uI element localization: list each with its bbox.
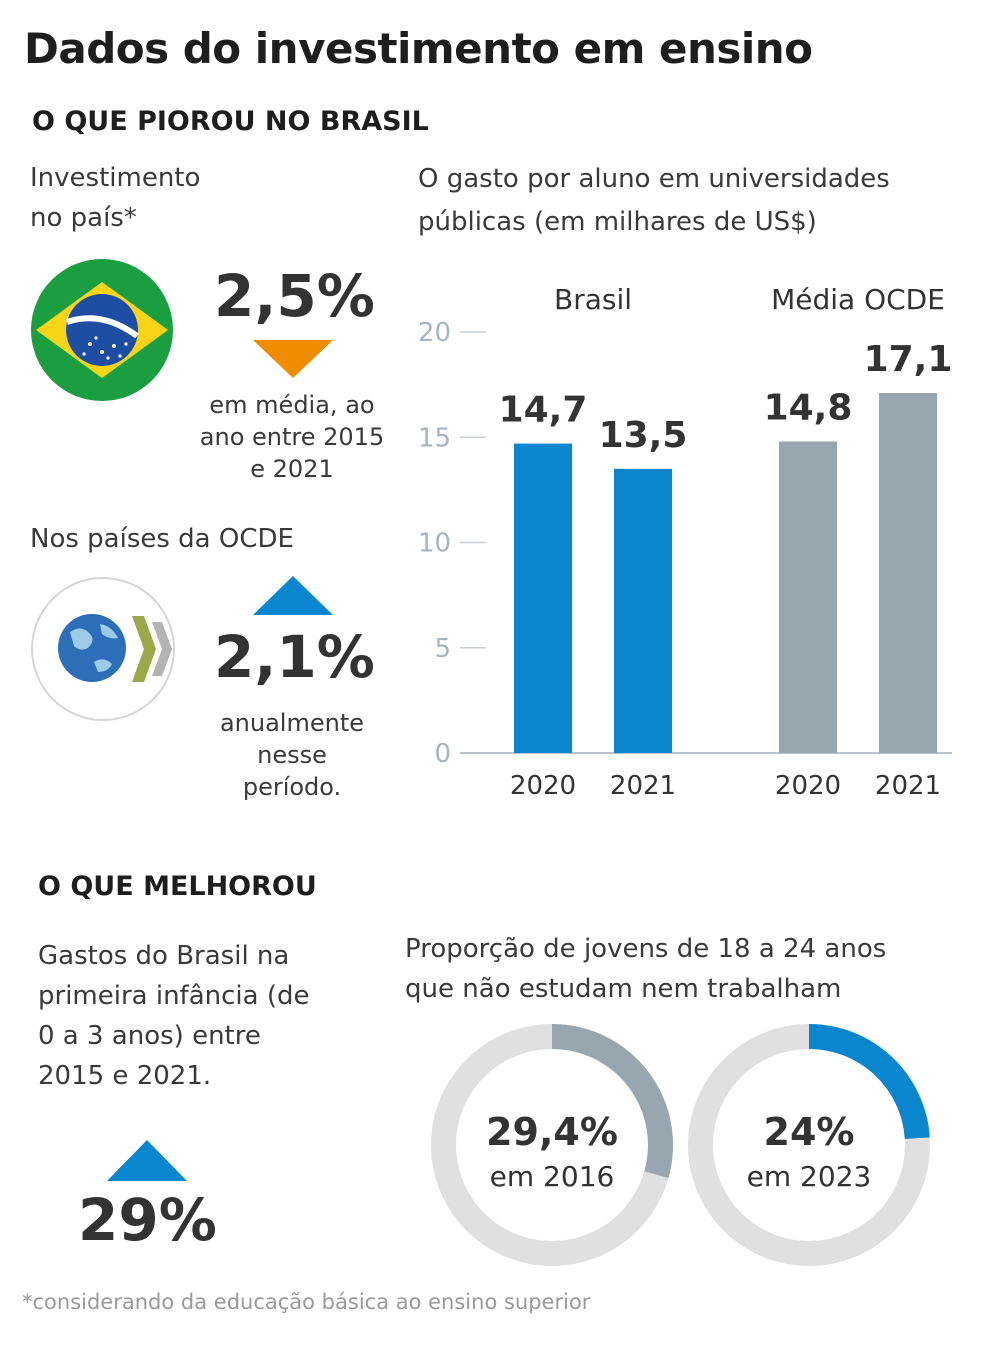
bar [614, 468, 672, 753]
brazil-note-line1: em média, ao [209, 391, 375, 419]
ocde-label: Nos países da OCDE [30, 524, 294, 554]
donut-chart-title-line1: Proporção de jovens de 18 a 24 anos [405, 934, 887, 964]
early-label-line4: 2015 e 2021. [38, 1061, 212, 1091]
bar-value-label: 17,1 [864, 339, 953, 380]
x-tick-label: 2021 [610, 771, 676, 801]
ocde-investment-value: 2,1% [214, 623, 375, 691]
bar [879, 393, 937, 753]
donut-value-label: 24% [764, 1110, 855, 1154]
y-tick-label: 10 [418, 529, 451, 559]
brazil-label-line1: Investimento [30, 163, 201, 193]
ocde-investment-note: anualmente nesse período. [192, 707, 392, 803]
donut-chart-title-line2: que não estudam nem trabalham [405, 974, 842, 1004]
early-childhood-value: 29% [78, 1186, 217, 1254]
early-label-line2: primeira infância (de [38, 981, 310, 1011]
brazil-note-line2: ano entre 2015 [199, 423, 385, 451]
bar-chart-title-line2: públicas (em milhares de US$) [418, 207, 817, 237]
y-tick-label: 20 [418, 318, 451, 348]
section-heading-worse: O QUE PIOROU NO BRASIL [32, 106, 429, 137]
bar-value-label: 14,7 [499, 390, 588, 431]
ocde-logo-icon [31, 577, 175, 721]
group-label: Brasil [554, 283, 632, 316]
bar [779, 441, 837, 753]
bar-chart: 0 5 10 15 20 Brasil 14,7 2020 13,5 2021 Média OCDE… [418, 283, 953, 801]
early-childhood-label: Gastos do Brasil na primeira infância (d… [38, 936, 309, 1096]
brazil-investment-note: em média, ao ano entre 2015 e 2021 [192, 389, 392, 485]
bar-chart-title-line1: O gasto por aluno em universidades [418, 164, 890, 194]
early-label-line1: Gastos do Brasil na [38, 941, 290, 971]
donut-year-label: em 2016 [490, 1160, 615, 1193]
up-arrow-icon [253, 576, 333, 615]
bar-chart-title: O gasto por aluno em universidades públi… [418, 158, 890, 244]
brazil-flag-icon [31, 259, 173, 401]
y-tick-label: 5 [434, 634, 451, 664]
donut-segment [552, 1024, 673, 1179]
bar-value-label: 13,5 [599, 415, 688, 456]
donut-chart-title: Proporção de jovens de 18 a 24 anos que … [405, 929, 886, 1009]
ocde-note-line1: anualmente [219, 709, 365, 737]
y-tick-label: 0 [434, 739, 451, 769]
brazil-note-line3: e 2021 [250, 455, 334, 483]
group-label: Média OCDE [771, 283, 945, 316]
donut-value-label: 29,4% [486, 1110, 618, 1154]
bar-value-label: 14,8 [764, 387, 853, 428]
footnote: *considerando da educação básica ao ensi… [22, 1290, 591, 1314]
ocde-note-line2: nesse [257, 741, 327, 769]
donut-segment [809, 1024, 930, 1139]
early-label-line3: 0 a 3 anos) entre [38, 1021, 261, 1051]
section-heading-better: O QUE MELHOROU [38, 871, 317, 902]
donut-year-label: em 2023 [747, 1160, 872, 1193]
donut-track [688, 1024, 930, 1266]
bar [514, 443, 572, 753]
brazil-investment-label: Investimento no país* [30, 158, 200, 238]
page-title: Dados do investimento em ensino [24, 24, 813, 73]
donut-track [431, 1024, 673, 1266]
brazil-label-line2: no país* [30, 203, 137, 233]
up-arrow-icon [107, 1140, 187, 1181]
x-tick-label: 2021 [875, 771, 941, 801]
y-tick-label: 15 [418, 423, 451, 453]
x-tick-label: 2020 [510, 771, 576, 801]
ocde-note-line3: período. [242, 773, 342, 801]
down-arrow-icon [253, 340, 333, 378]
x-tick-label: 2020 [775, 771, 841, 801]
brazil-investment-value: 2,5% [214, 262, 375, 330]
